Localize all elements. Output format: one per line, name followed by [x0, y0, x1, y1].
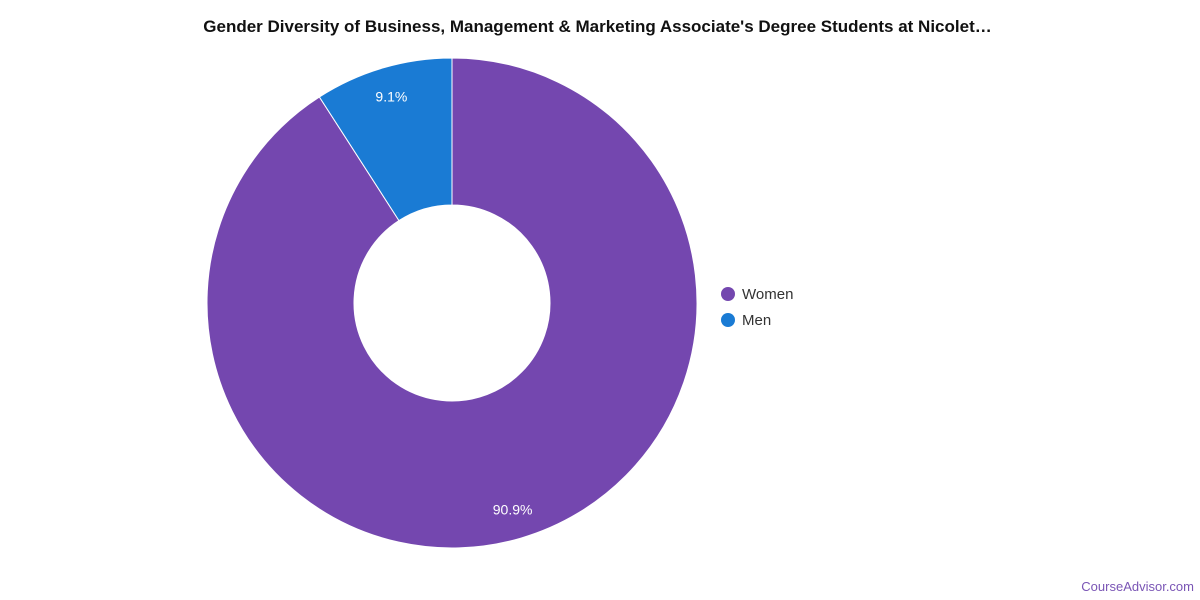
legend-marker-women: [721, 287, 735, 301]
data-label-men: 9.1%: [375, 89, 407, 105]
slice-men[interactable]: [318, 57, 453, 222]
watermark-link[interactable]: CourseAdvisor.com: [1081, 579, 1194, 594]
slice-women[interactable]: [206, 57, 698, 549]
legend-label-women: Women: [742, 285, 794, 303]
chart-title: Gender Diversity of Business, Management…: [203, 17, 992, 36]
legend-label-men: Men: [742, 311, 772, 329]
legend-marker-men: [721, 313, 735, 327]
legend: Women Men: [721, 281, 793, 333]
data-label-women: 90.9%: [493, 501, 533, 517]
legend-item-women[interactable]: Women: [721, 281, 793, 307]
legend-item-men[interactable]: Men: [721, 307, 793, 333]
